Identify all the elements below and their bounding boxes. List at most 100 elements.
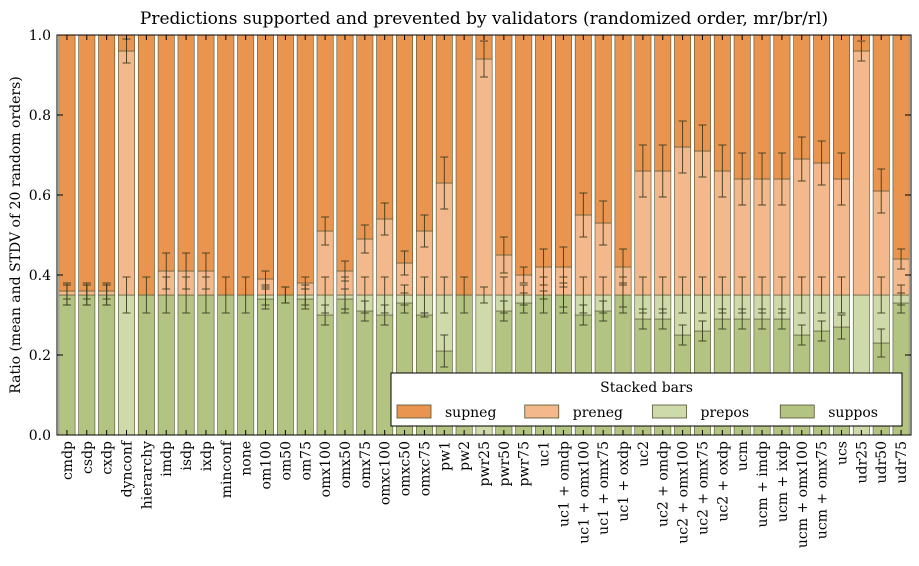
bar-supneg xyxy=(415,34,433,232)
bar-supneg xyxy=(58,34,76,292)
legend-title: Stacked bars xyxy=(600,380,693,396)
x-tick-label: pw1 xyxy=(437,441,453,471)
bar-suppos xyxy=(296,298,314,436)
bar-supneg xyxy=(535,34,553,268)
bar-suppos xyxy=(157,294,175,436)
x-tick-label: udr75 xyxy=(894,441,910,484)
bar-supneg xyxy=(257,34,274,280)
bar-supneg xyxy=(276,34,294,296)
x-tick-label: pw2 xyxy=(457,441,473,471)
x-tick-label: omx75 xyxy=(358,441,374,488)
legend: Stacked bars supneg preneg prepos suppos xyxy=(390,372,903,427)
bar-supneg xyxy=(495,34,513,256)
legend-label-suppos: suppos xyxy=(828,405,878,421)
x-tick-label: ucm + omx100 xyxy=(795,441,811,548)
bar-supneg xyxy=(78,34,96,292)
chart-title: Predictions supported and prevented by v… xyxy=(140,9,828,29)
bar-suppos xyxy=(356,310,374,436)
x-tick-label: ucs xyxy=(834,441,850,465)
bar-preneg xyxy=(475,58,493,296)
bar-suppos xyxy=(137,294,155,436)
x-tick-label: omx100 xyxy=(318,441,334,497)
y-tick-label: 0.0 xyxy=(29,428,51,444)
x-tick-label: uc1 + oxdp xyxy=(616,441,632,522)
y-tick-label: 0.2 xyxy=(29,348,51,364)
x-tick-label: csdp xyxy=(80,441,96,474)
bar-suppos xyxy=(177,294,195,436)
x-tick-label: om100 xyxy=(259,441,275,489)
bar-suppos xyxy=(98,294,116,436)
bar-suppos xyxy=(197,294,215,436)
bar-supneg xyxy=(872,34,890,192)
bar-supneg xyxy=(396,34,414,264)
bar-supneg xyxy=(455,34,473,296)
x-tick-label: dynconf xyxy=(120,439,136,497)
bar-supneg xyxy=(137,34,155,296)
x-tick-label: cmdp xyxy=(60,441,76,480)
bar-supneg xyxy=(614,34,632,268)
y-tick-label: 0.6 xyxy=(29,188,51,204)
bar-supneg xyxy=(554,34,572,268)
x-tick-label: om50 xyxy=(278,441,294,481)
x-tick-label: omxc100 xyxy=(378,441,394,505)
bar-preneg xyxy=(118,50,135,296)
x-tick-label: omxc75 xyxy=(417,441,433,496)
x-tick-label: omx50 xyxy=(338,441,354,488)
x-tick-label: isdp xyxy=(179,441,195,471)
legend-swatch-prepos xyxy=(652,404,687,419)
y-tick-label: 1.0 xyxy=(29,28,51,44)
x-tick-label: uc1 + omdp xyxy=(556,441,572,527)
legend-swatch-suppos xyxy=(779,404,815,419)
bar-suppos xyxy=(376,314,394,436)
bar-supneg xyxy=(356,34,374,240)
x-tick-label: imdp xyxy=(159,441,175,477)
legend-swatch-preneg xyxy=(524,404,560,419)
bar-supneg xyxy=(98,34,116,292)
x-tick-label: minconf xyxy=(219,439,235,498)
bar-suppos xyxy=(78,294,96,436)
legend-label-prepos: prepos xyxy=(701,405,750,421)
x-tick-label: ucm + imdp xyxy=(755,441,771,527)
x-tick-label: uc2 + oxdp xyxy=(715,441,731,522)
legend-swatch-supneg xyxy=(396,404,432,419)
x-tick-label: uc1 + omx75 xyxy=(596,441,612,535)
x-tick-label: pwr75 xyxy=(517,441,533,486)
x-tick-label: om75 xyxy=(298,441,314,481)
x-tick-label: hierarchy xyxy=(139,441,155,509)
y-axis-label: Ratio (mean and STDV of 20 random orders… xyxy=(8,76,24,393)
bar-suppos xyxy=(58,294,76,436)
bar-supneg xyxy=(336,34,354,272)
x-tick-label: uc1 xyxy=(537,441,553,467)
bar-supneg xyxy=(574,34,592,216)
y-tick-label: 0.8 xyxy=(29,108,51,124)
x-tick-label: udr25 xyxy=(854,441,870,484)
bar-supneg xyxy=(316,34,334,232)
bar-prepos xyxy=(118,294,135,436)
bar-supneg xyxy=(376,34,394,220)
x-tick-label: uc2 xyxy=(636,441,652,467)
bar-supneg xyxy=(515,34,533,276)
bar-supneg xyxy=(892,34,910,260)
x-tick-label: uc1 + omx100 xyxy=(576,441,592,544)
legend-label-preneg: preneg xyxy=(573,405,623,421)
x-tick-label: none xyxy=(239,441,255,476)
bar-suppos xyxy=(276,294,294,436)
bar-preneg xyxy=(852,50,870,296)
x-tick-label: uc2 + omdp xyxy=(656,441,672,527)
x-tick-label: ucm xyxy=(735,441,751,471)
bar-suppos xyxy=(336,298,354,436)
x-tick-label: omxc50 xyxy=(398,441,414,496)
legend-label-supneg: supneg xyxy=(445,405,496,421)
bar-supneg xyxy=(197,34,215,272)
bar-supneg xyxy=(157,34,175,272)
x-tick-label: ixdp xyxy=(199,441,215,471)
x-tick-label: ucm + ixdp xyxy=(775,441,791,522)
bar-supneg xyxy=(296,34,314,284)
x-tick-label: uc2 + omx75 xyxy=(695,441,711,535)
plot-area: 0.0 0.2 0.4 0.6 0.8 1.0 cmdp csdp cxdp dynconf hie… xyxy=(29,28,912,548)
legend-box xyxy=(390,372,903,427)
x-tick-label: pwr25 xyxy=(477,441,493,486)
x-tick-label: cxdp xyxy=(100,441,116,475)
bar-suppos xyxy=(316,314,334,436)
